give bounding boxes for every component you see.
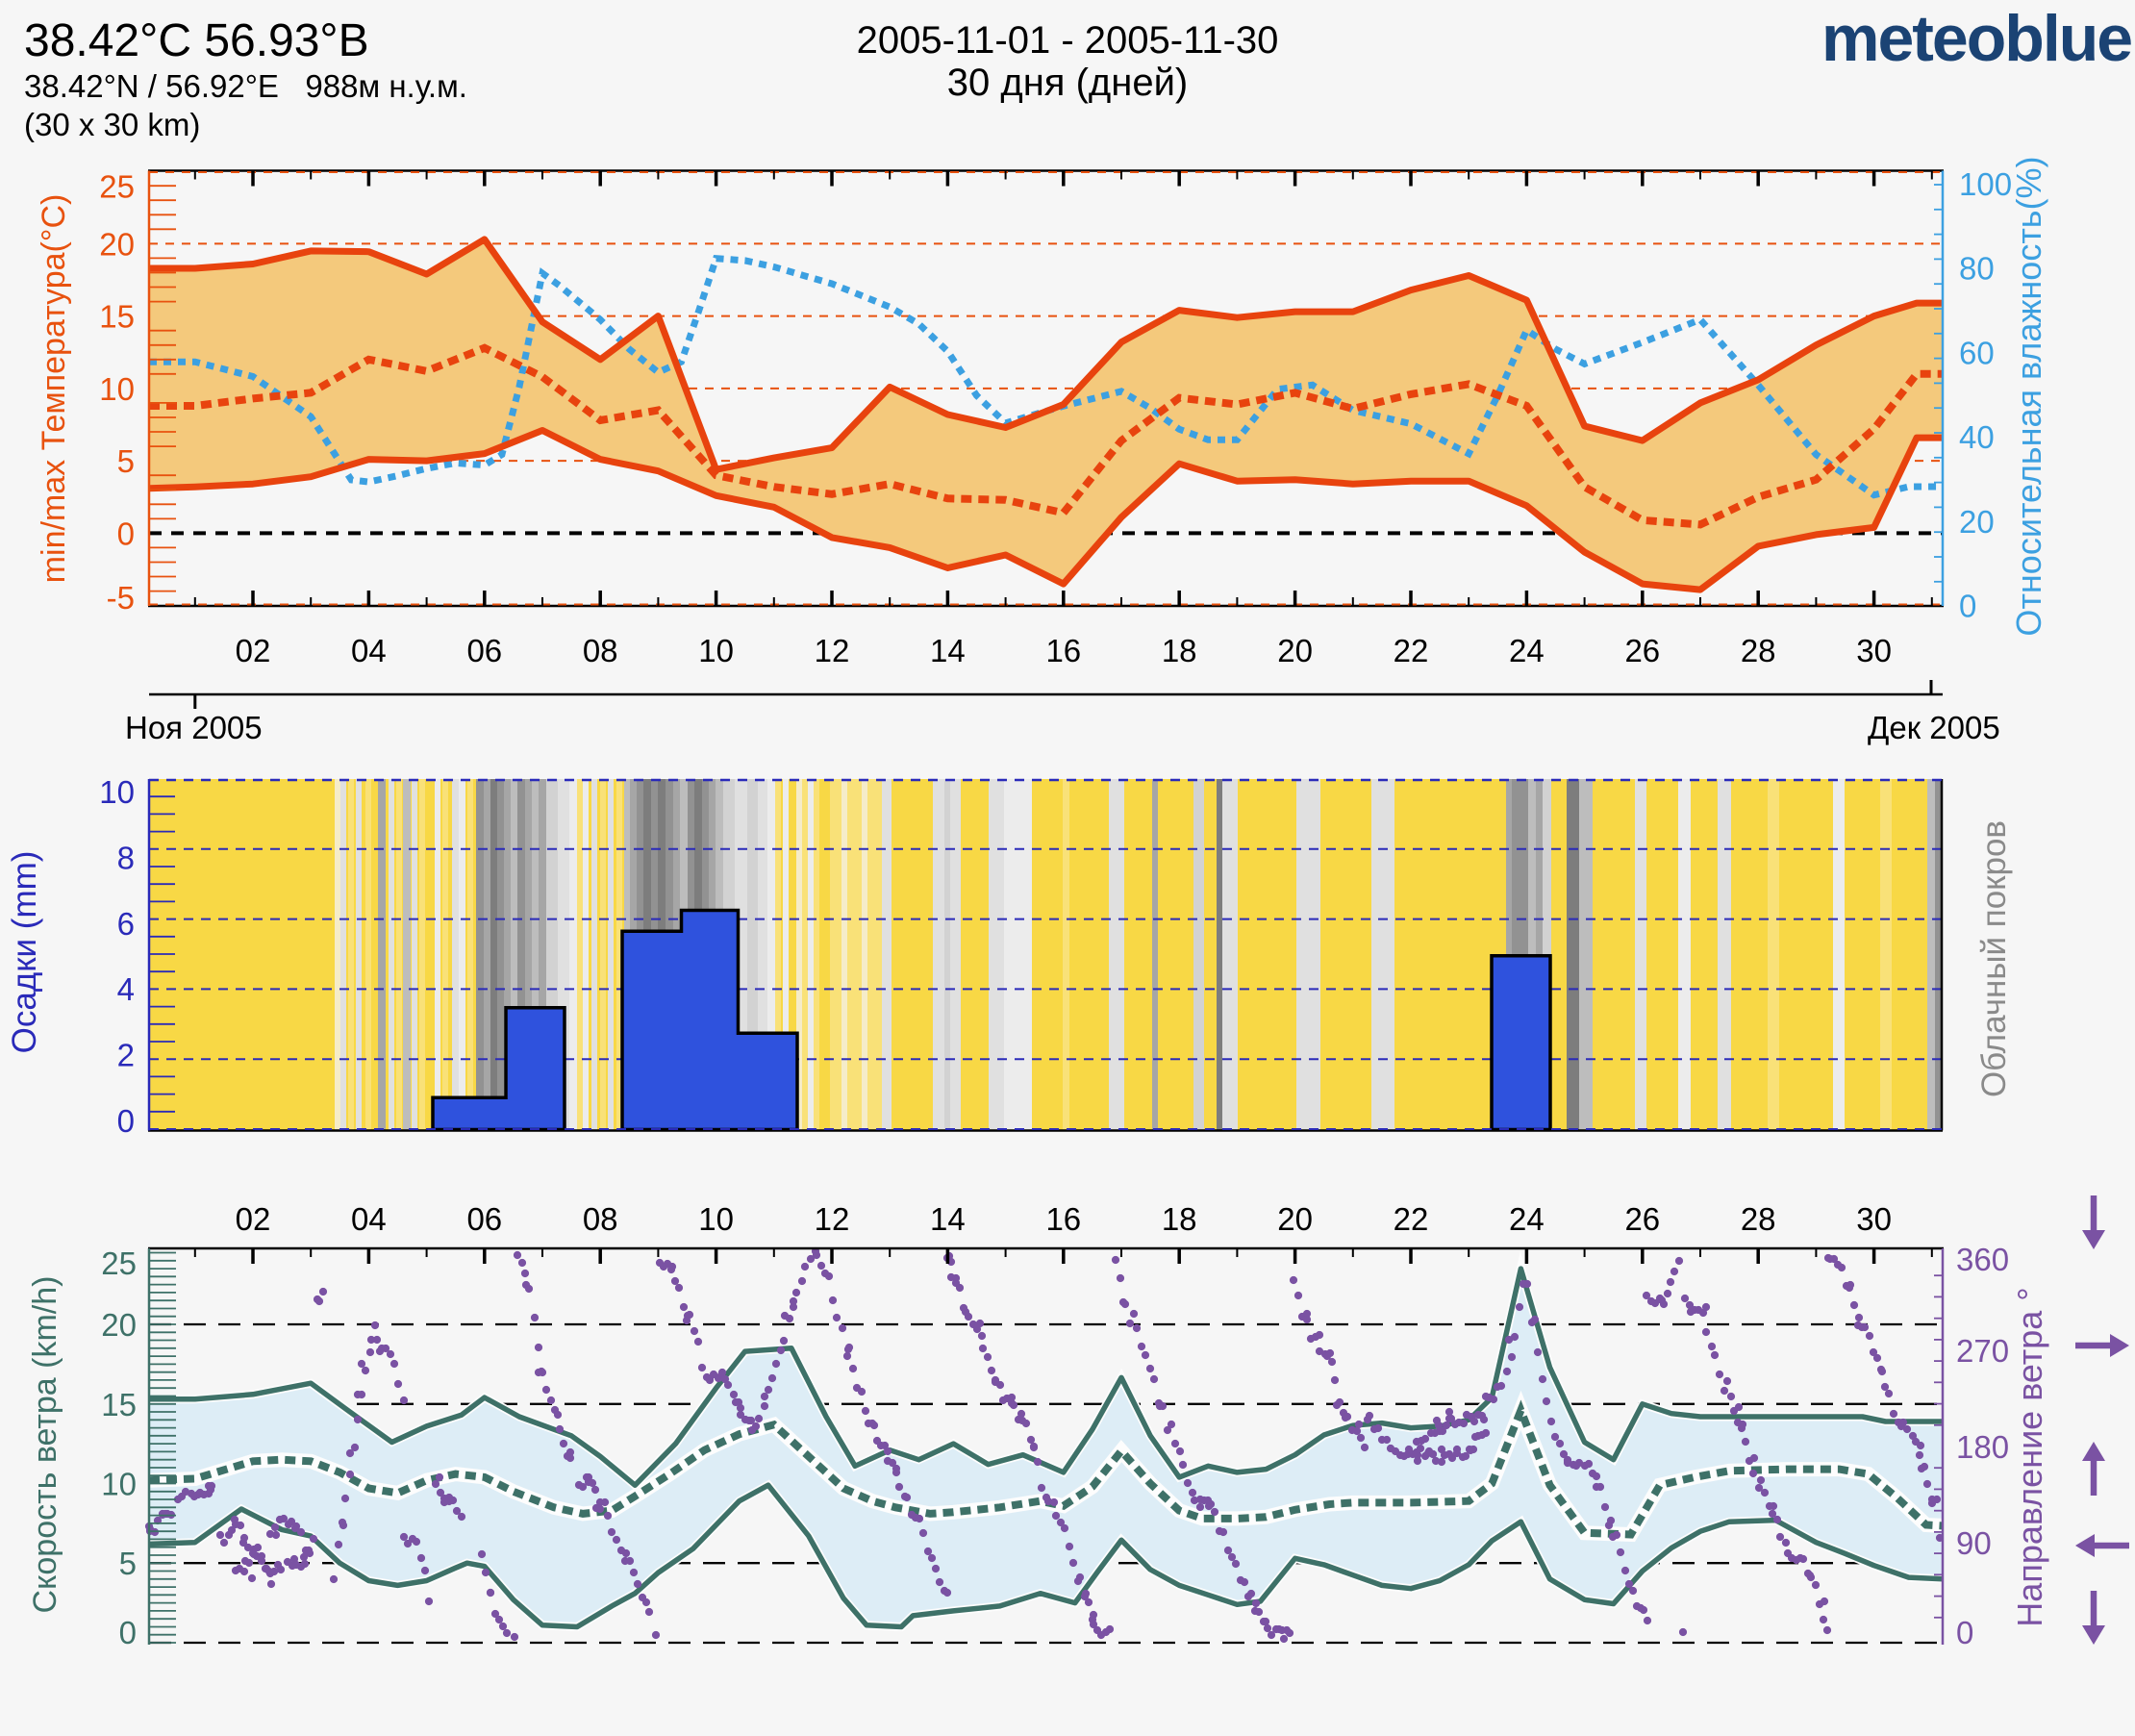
svg-text:20: 20 <box>1277 1201 1313 1237</box>
svg-text:12: 12 <box>815 633 850 668</box>
svg-text:40: 40 <box>1959 419 1995 455</box>
svg-text:0: 0 <box>1959 589 1976 624</box>
svg-text:90: 90 <box>1956 1525 1992 1561</box>
svg-text:18: 18 <box>1162 1201 1197 1237</box>
svg-text:06: 06 <box>466 1201 502 1237</box>
svg-text:30: 30 <box>1856 633 1892 668</box>
svg-text:22: 22 <box>1394 633 1429 668</box>
svg-text:04: 04 <box>351 1201 387 1237</box>
svg-text:0: 0 <box>117 516 135 551</box>
svg-text:180: 180 <box>1956 1429 2009 1465</box>
svg-text:24: 24 <box>1509 633 1545 668</box>
svg-text:2: 2 <box>117 1038 135 1073</box>
svg-text:(30 x 30 km): (30 x 30 km) <box>24 107 200 142</box>
svg-text:30: 30 <box>1856 1201 1892 1237</box>
svg-text:04: 04 <box>351 633 387 668</box>
svg-text:20: 20 <box>1959 504 1995 540</box>
svg-text:22: 22 <box>1394 1201 1429 1237</box>
svg-text:Дек 2005: Дек 2005 <box>1868 710 2000 745</box>
svg-text:15: 15 <box>99 299 135 335</box>
svg-text:80: 80 <box>1959 251 1995 287</box>
svg-text:16: 16 <box>1045 633 1081 668</box>
svg-text:270: 270 <box>1956 1333 2009 1369</box>
svg-text:26: 26 <box>1624 633 1660 668</box>
svg-text:0: 0 <box>1956 1615 1973 1650</box>
svg-text:Направление ветра °: Направление ветра ° <box>2010 1287 2049 1626</box>
svg-text:24: 24 <box>1509 1201 1545 1237</box>
svg-text:10: 10 <box>101 1467 137 1502</box>
svg-text:min/max Температура(°C): min/max Температура(°C) <box>36 194 72 584</box>
svg-text:18: 18 <box>1162 633 1197 668</box>
svg-text:Облачный покров: Облачный покров <box>1975 820 2013 1097</box>
svg-text:5: 5 <box>119 1546 137 1581</box>
svg-text:meteoblue: meteoblue <box>1821 2 2131 75</box>
svg-text:38.42°C 56.93°В: 38.42°C 56.93°В <box>24 15 369 66</box>
svg-text:10: 10 <box>698 633 734 668</box>
svg-text:10: 10 <box>99 774 135 810</box>
svg-text:0: 0 <box>117 1103 135 1139</box>
svg-text:16: 16 <box>1045 1201 1081 1237</box>
svg-text:20: 20 <box>101 1307 137 1343</box>
svg-text:Ноя 2005: Ноя 2005 <box>125 710 263 745</box>
svg-text:20: 20 <box>99 226 135 262</box>
svg-text:6: 6 <box>117 906 135 942</box>
svg-text:60: 60 <box>1959 335 1995 370</box>
svg-text:8: 8 <box>117 840 135 875</box>
svg-text:Скорость ветра (km/h): Скорость ветра (km/h) <box>27 1276 63 1614</box>
svg-text:08: 08 <box>583 633 618 668</box>
svg-text:28: 28 <box>1741 633 1776 668</box>
svg-text:30 дня (дней): 30 дня (дней) <box>947 62 1188 104</box>
svg-text:10: 10 <box>698 1201 734 1237</box>
svg-text:20: 20 <box>1277 633 1313 668</box>
svg-text:15: 15 <box>101 1387 137 1422</box>
svg-text:28: 28 <box>1741 1201 1776 1237</box>
svg-text:26: 26 <box>1624 1201 1660 1237</box>
svg-text:02: 02 <box>236 1201 271 1237</box>
svg-text:08: 08 <box>583 1201 618 1237</box>
svg-text:14: 14 <box>930 633 966 668</box>
svg-text:100: 100 <box>1959 166 2012 202</box>
svg-text:5: 5 <box>117 443 135 479</box>
svg-text:14: 14 <box>930 1201 966 1237</box>
svg-text:38.42°N / 56.92°E 988м н.у.м: 38.42°N / 56.92°E 988м н.у.м. <box>24 68 467 104</box>
svg-text:-5: -5 <box>107 580 135 616</box>
svg-text:25: 25 <box>101 1245 137 1281</box>
svg-text:25: 25 <box>99 169 135 205</box>
svg-text:Относительная влажность(%): Относительная влажность(%) <box>2009 156 2048 636</box>
svg-text:Осадки (mm): Осадки (mm) <box>6 851 43 1054</box>
svg-text:02: 02 <box>236 633 271 668</box>
svg-text:10: 10 <box>99 371 135 407</box>
svg-text:12: 12 <box>815 1201 850 1237</box>
svg-text:360: 360 <box>1956 1242 2009 1277</box>
svg-text:2005-11-01 - 2005-11-30: 2005-11-01 - 2005-11-30 <box>857 19 1279 62</box>
svg-text:4: 4 <box>117 971 135 1007</box>
svg-text:06: 06 <box>466 633 502 668</box>
svg-text:0: 0 <box>119 1615 137 1650</box>
